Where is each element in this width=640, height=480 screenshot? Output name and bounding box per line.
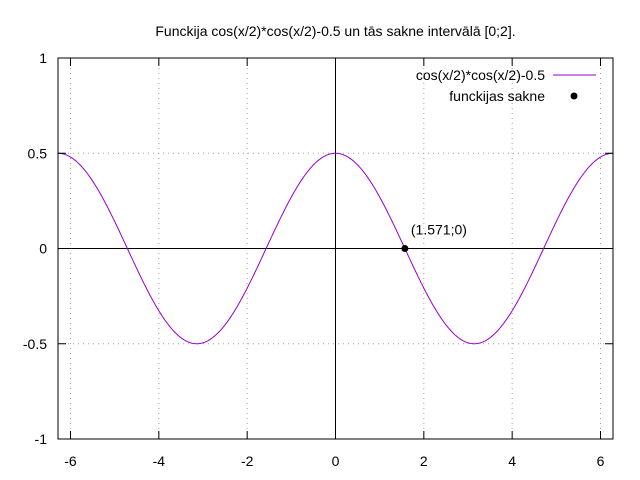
- x-tick-label: 0: [332, 453, 340, 469]
- legend-point-label: funckijas sakne: [449, 88, 545, 104]
- x-tick-label: -6: [64, 453, 77, 469]
- x-tick-label: -2: [241, 453, 254, 469]
- x-tick-label: 4: [508, 453, 516, 469]
- root-point-label: (1.571;0): [411, 222, 467, 238]
- legend-series-label: cos(x/2)*cos(x/2)-0.5: [416, 67, 545, 83]
- y-tick-label: -0.5: [23, 336, 47, 352]
- x-tick-label: 6: [597, 453, 605, 469]
- legend: cos(x/2)*cos(x/2)-0.5 funckijas sakne: [416, 67, 596, 104]
- zero-axes: [58, 58, 613, 439]
- root-point: [401, 245, 409, 252]
- y-tick-label: -1: [35, 431, 48, 447]
- series-layer: [57, 152, 614, 345]
- y-tick-label: 1: [39, 50, 47, 66]
- legend-point-swatch: [570, 92, 578, 100]
- y-tick-label: 0.5: [28, 145, 48, 161]
- ticks: -6 -4 -2 0 2 4 6 -1 -0.5 0 0.5 1: [23, 50, 613, 469]
- series-line: [57, 152, 614, 345]
- x-tick-label: 2: [420, 453, 428, 469]
- x-tick-label: -4: [153, 453, 166, 469]
- chart-title: Funckija cos(x/2)*cos(x/2)-0.5 un tās sa…: [155, 23, 515, 39]
- points-layer: (1.571;0): [401, 222, 467, 252]
- y-tick-label: 0: [39, 241, 47, 257]
